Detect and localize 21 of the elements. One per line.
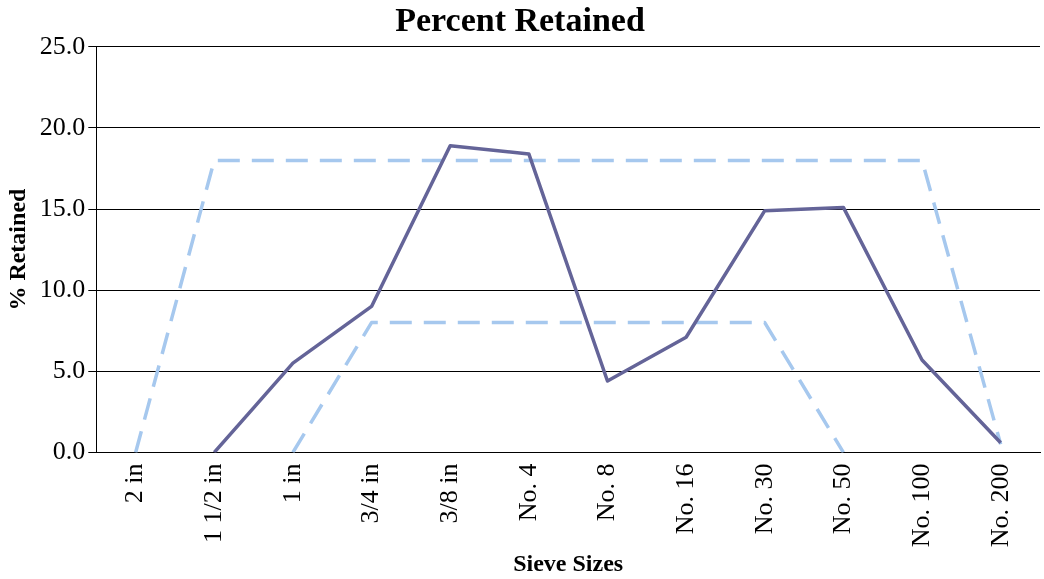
x-tick-label: No. 16 (669, 463, 699, 535)
x-tick-label: No. 200 (984, 463, 1014, 548)
x-tick-label: 3/8 in (434, 463, 464, 524)
x-tick-label: 3/4 in (355, 463, 385, 524)
x-tick-label: 2 in (119, 463, 149, 504)
x-tick-label: No. 4 (512, 463, 542, 522)
x-axis-title: Sieve Sizes (513, 549, 624, 576)
x-tick-label: No. 100 (905, 463, 935, 548)
y-axis-title: % Retained (3, 187, 30, 311)
y-tick-label: 0.0 (52, 436, 86, 466)
x-tick-label: No. 8 (591, 463, 621, 522)
x-tick-label: No. 50 (827, 463, 857, 535)
y-tick-label: 15.0 (39, 192, 86, 222)
x-tick-label: 1 1/2 in (198, 463, 228, 543)
chart-title: Percent Retained (395, 1, 645, 39)
y-tick-label: 25.0 (39, 30, 86, 60)
y-tick-label: 5.0 (52, 355, 86, 385)
x-tick-label: No. 30 (748, 463, 778, 535)
y-tick-label: 10.0 (39, 274, 86, 303)
x-tick-label: 1 in (276, 463, 306, 504)
y-tick-label: 20.0 (39, 111, 86, 141)
